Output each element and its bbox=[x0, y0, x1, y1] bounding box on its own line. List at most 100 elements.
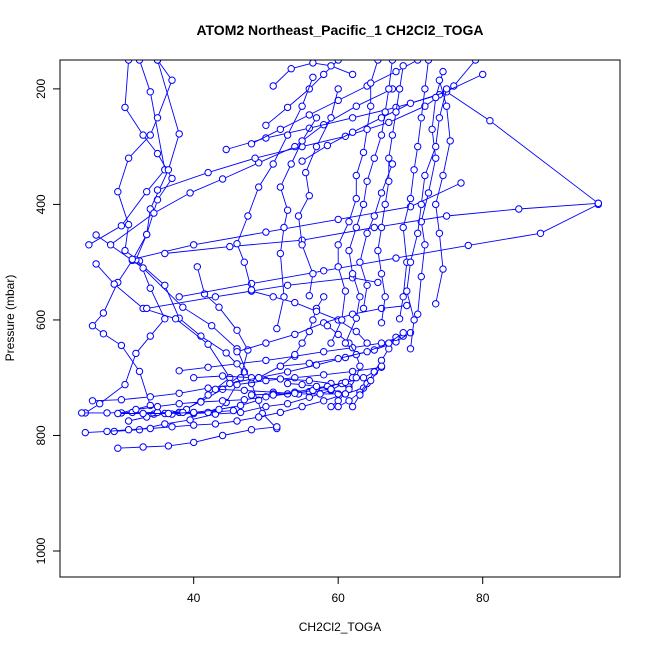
data-point bbox=[262, 356, 270, 365]
data-point bbox=[320, 348, 328, 356]
data-point bbox=[283, 379, 292, 388]
data-point bbox=[186, 416, 194, 424]
data-point bbox=[356, 362, 364, 370]
data-point bbox=[320, 397, 328, 405]
data-point bbox=[363, 177, 371, 186]
data-point bbox=[150, 209, 158, 217]
data-point bbox=[139, 264, 147, 272]
data-point bbox=[233, 360, 241, 368]
data-point bbox=[377, 189, 386, 197]
data-point bbox=[536, 229, 545, 238]
series-38 bbox=[269, 60, 357, 90]
data-point bbox=[377, 319, 386, 327]
data-point bbox=[377, 270, 386, 278]
data-point bbox=[345, 246, 353, 255]
data-point bbox=[432, 200, 440, 209]
data-point bbox=[186, 189, 194, 197]
x-tick-label: 60 bbox=[332, 591, 346, 605]
series-line bbox=[301, 91, 599, 204]
data-point bbox=[262, 402, 270, 411]
data-point bbox=[135, 367, 144, 376]
data-point bbox=[363, 281, 371, 289]
data-point bbox=[381, 108, 389, 116]
data-point bbox=[117, 396, 126, 404]
data-point bbox=[233, 326, 241, 334]
data-point bbox=[399, 223, 407, 232]
series-41 bbox=[294, 85, 342, 300]
data-point bbox=[442, 212, 451, 220]
series-22 bbox=[323, 322, 364, 411]
data-point bbox=[352, 374, 360, 382]
data-point bbox=[103, 409, 111, 417]
data-point bbox=[388, 160, 397, 168]
data-point bbox=[164, 409, 173, 418]
data-point bbox=[92, 260, 100, 268]
data-point bbox=[222, 349, 230, 357]
data-point bbox=[132, 349, 140, 358]
data-point bbox=[302, 168, 310, 177]
data-point bbox=[283, 281, 292, 289]
data-point bbox=[298, 402, 306, 411]
data-point bbox=[247, 286, 256, 294]
data-point bbox=[363, 339, 371, 347]
data-point bbox=[341, 390, 350, 398]
data-point bbox=[110, 280, 118, 288]
data-point bbox=[341, 287, 350, 295]
series-43 bbox=[341, 60, 397, 347]
data-point bbox=[139, 443, 147, 451]
data-point bbox=[222, 145, 230, 154]
series-44 bbox=[374, 62, 407, 327]
data-point bbox=[414, 310, 422, 318]
data-point bbox=[78, 409, 86, 417]
data-point bbox=[327, 62, 335, 70]
y-tick-label: 400 bbox=[34, 194, 48, 214]
data-point bbox=[352, 327, 360, 336]
data-point bbox=[175, 400, 183, 408]
data-point bbox=[161, 249, 169, 258]
data-point bbox=[352, 223, 360, 232]
data-point bbox=[262, 121, 270, 130]
data-point bbox=[132, 405, 140, 414]
data-point bbox=[320, 293, 328, 301]
data-point bbox=[414, 60, 422, 64]
data-point bbox=[367, 102, 375, 110]
data-point bbox=[240, 396, 249, 404]
data-point bbox=[124, 154, 133, 162]
data-point bbox=[291, 330, 299, 339]
data-point bbox=[348, 402, 357, 411]
data-point bbox=[305, 111, 313, 119]
series-47 bbox=[432, 76, 454, 308]
data-point bbox=[356, 391, 364, 399]
data-point bbox=[291, 389, 299, 397]
data-point bbox=[276, 125, 285, 134]
data-point bbox=[283, 103, 292, 112]
series-32 bbox=[106, 85, 397, 249]
data-point bbox=[345, 218, 353, 226]
y-tick-label: 600 bbox=[34, 310, 48, 330]
data-point bbox=[190, 408, 198, 417]
data-point bbox=[298, 157, 306, 165]
series-42 bbox=[327, 60, 382, 347]
data-point bbox=[410, 316, 418, 324]
data-point bbox=[327, 385, 335, 393]
data-point bbox=[432, 154, 440, 162]
data-point bbox=[359, 200, 368, 209]
data-point bbox=[388, 60, 397, 64]
data-point bbox=[139, 131, 147, 139]
data-point bbox=[153, 60, 162, 64]
data-point bbox=[135, 60, 144, 64]
data-point bbox=[305, 376, 313, 385]
data-point bbox=[414, 229, 422, 238]
data-point bbox=[175, 367, 183, 375]
data-point bbox=[352, 194, 360, 203]
data-point bbox=[406, 194, 415, 203]
data-point bbox=[233, 417, 241, 425]
series-34 bbox=[222, 70, 487, 154]
series-45 bbox=[395, 60, 433, 323]
data-point bbox=[269, 160, 277, 168]
data-point bbox=[399, 329, 407, 337]
data-point bbox=[356, 293, 364, 301]
data-point bbox=[421, 85, 429, 93]
data-point bbox=[334, 241, 342, 249]
series-line bbox=[179, 203, 599, 298]
